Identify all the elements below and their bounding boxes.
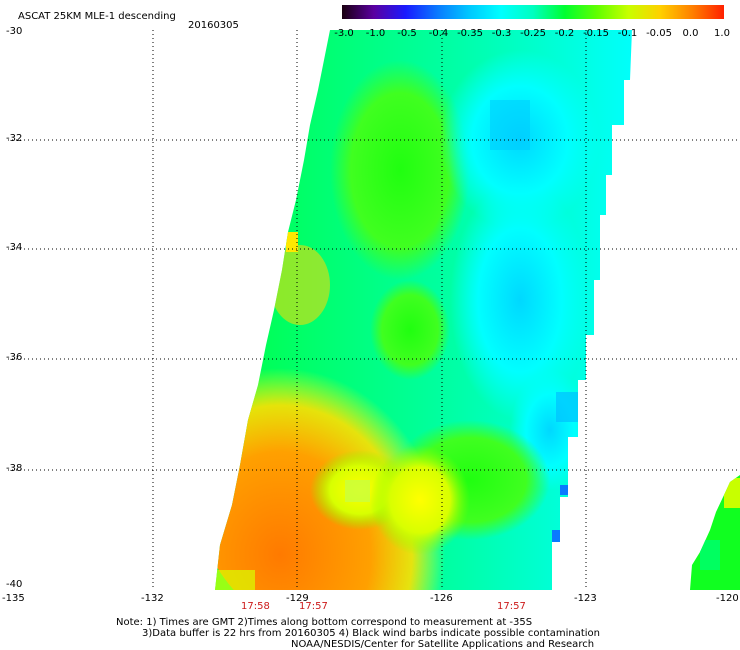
note-line-1: Note: 1) Times are GMT 2)Times along bot… bbox=[116, 617, 533, 628]
lat-label: -34 bbox=[6, 242, 23, 253]
colorbar-label: -1.0 bbox=[365, 28, 386, 39]
graticule bbox=[8, 30, 740, 590]
time-label: 17:58 bbox=[241, 601, 270, 612]
colorbar-label: -3.0 bbox=[334, 28, 354, 39]
colorbar-label: -0.3 bbox=[491, 28, 512, 39]
lon-label: -135 bbox=[2, 593, 25, 604]
lat-label: -32 bbox=[6, 133, 23, 144]
time-label: 17:57 bbox=[497, 601, 526, 612]
lon-label: -126 bbox=[430, 593, 453, 604]
lat-label: -40 bbox=[6, 579, 23, 590]
colorbar-label: -0.25 bbox=[520, 28, 546, 39]
note-line-3: NOAA/NESDIS/Center for Satellite Applica… bbox=[291, 639, 595, 650]
time-label: 17:57 bbox=[299, 601, 328, 612]
swath-secondary bbox=[690, 475, 740, 590]
swath-main bbox=[215, 30, 632, 590]
product-date: 20160305 bbox=[188, 20, 239, 31]
lon-label: -120 bbox=[716, 593, 739, 604]
product-title: ASCAT 25KM MLE-1 descending bbox=[18, 11, 176, 22]
colorbar-label: -0.1 bbox=[617, 28, 638, 39]
lat-label: -36 bbox=[6, 352, 23, 363]
lat-label: -30 bbox=[6, 26, 23, 37]
colorbar-label: -0.4 bbox=[428, 28, 449, 39]
colorbar-label: -0.35 bbox=[457, 28, 483, 39]
colorbar-label: -0.2 bbox=[554, 28, 575, 39]
colorbar-ramp bbox=[342, 5, 724, 19]
lon-label: -132 bbox=[141, 593, 164, 604]
colorbar-label: 0.0 bbox=[682, 28, 699, 39]
colorbar bbox=[342, 5, 724, 19]
note-line-2: 3)Data buffer is 22 hrs from 20160305 4)… bbox=[142, 628, 600, 639]
lon-label: -129 bbox=[286, 593, 309, 604]
lon-label: -123 bbox=[574, 593, 597, 604]
colorbar-label: 1.0 bbox=[714, 28, 730, 39]
colorbar-label: -0.05 bbox=[646, 28, 672, 39]
lat-label: -38 bbox=[6, 463, 23, 474]
colorbar-label: -0.5 bbox=[397, 28, 417, 39]
colorbar-label: -0.15 bbox=[583, 28, 609, 39]
